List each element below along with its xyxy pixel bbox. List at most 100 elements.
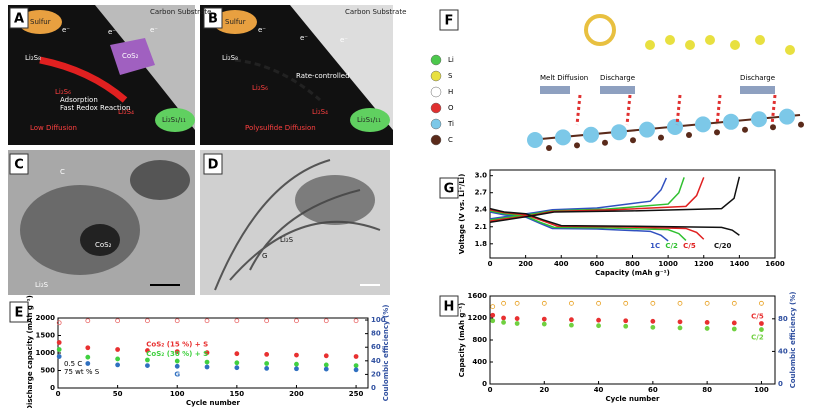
panel-label: B (208, 12, 218, 27)
x-axis-title: Cycle number (606, 395, 660, 403)
data-point (704, 300, 710, 306)
series-label: CoS₂ (30 %) + S (146, 350, 208, 358)
substrate-label: Carbon Substrate (345, 8, 406, 16)
c-atom (686, 132, 692, 138)
y2-tick-label: 0 (778, 380, 783, 388)
species-label: Li₂S₈ (222, 54, 238, 62)
data-point (541, 316, 547, 322)
data-point (731, 300, 737, 306)
y2-axis-title: Coulombic efficiency (%) (789, 292, 797, 389)
panel-label-box (439, 9, 459, 31)
micrograph-label: Li₂S (35, 281, 49, 289)
y-tick-label: 0 (50, 384, 55, 392)
x-tick-label: 80 (702, 386, 712, 394)
y-axis-title: Capacity (mAh g⁻¹) (458, 303, 466, 378)
s8-ring (584, 14, 616, 46)
plot-frame (57, 317, 369, 389)
y-tick-label: 1200 (468, 314, 488, 322)
y-tick-label: 2.1 (475, 223, 488, 231)
legend-label: S (448, 72, 453, 80)
data-point (759, 300, 764, 306)
panel-label: F (445, 14, 454, 29)
species-label: Li₂S₆ (252, 84, 268, 92)
panel-label-box (9, 301, 29, 323)
data-point (759, 321, 764, 326)
data-point (323, 318, 329, 324)
legend-atom (430, 70, 442, 82)
data-point (323, 366, 329, 372)
plot-frame (489, 295, 776, 385)
data-point (541, 321, 547, 327)
data-point (677, 319, 683, 325)
panel-label: D (208, 158, 219, 173)
data-point (115, 318, 121, 324)
data-point (490, 318, 496, 324)
y2-tick-label: 40 (778, 347, 788, 355)
s-atom (685, 40, 695, 50)
y-tick-label: 2.4 (475, 206, 488, 214)
electron-label: e⁻ (108, 28, 116, 36)
data-point (323, 353, 329, 359)
y-tick-label: 2000 (36, 314, 56, 322)
x-axis-title: Capacity (mAh g⁻¹) (595, 269, 670, 277)
annotation: 75 wt % S (64, 368, 100, 376)
c-atom (630, 137, 636, 144)
y-tick-label: 500 (40, 367, 55, 375)
species-label: Li₂S₈ (25, 54, 41, 62)
step-label: Discharge (740, 74, 775, 82)
y-tick-label: 1000 (36, 349, 56, 357)
data-point (294, 318, 299, 324)
data-line (489, 210, 687, 241)
y-tick-label: 1.8 (475, 240, 488, 248)
y2-tick-label: 0 (371, 384, 376, 392)
data-point (677, 325, 683, 331)
data-point (704, 319, 710, 325)
data-point (650, 318, 656, 324)
data-point (731, 320, 737, 326)
c-atom (714, 129, 720, 136)
legend-label: O (448, 104, 454, 112)
series-label: C/20 (714, 242, 732, 250)
note: Rate-controlled (296, 72, 350, 80)
species-label: Li₂S₄ (118, 108, 134, 116)
data-point (174, 349, 180, 355)
step-arrow (540, 86, 570, 94)
data-point (56, 347, 62, 352)
data-point (514, 300, 520, 306)
x-tick-label: 250 (349, 390, 364, 398)
c-atom (658, 134, 664, 141)
li-s-bond (625, 94, 632, 126)
series-label: C/2 (665, 242, 678, 250)
data-point (677, 300, 683, 306)
legend-atom (430, 102, 442, 114)
data-point (623, 300, 629, 306)
x-tick-label: 1400 (730, 260, 750, 268)
data-point (650, 324, 656, 330)
data-line (489, 207, 740, 236)
particle (20, 185, 140, 275)
sulfur-label: Sulfur (225, 18, 246, 26)
data-point (704, 326, 710, 331)
species-label: Li₂S₁/₁₁ (162, 116, 186, 124)
substrate-label: Carbon Substrate (150, 8, 211, 16)
species-label: Li₂S₁/₁₁ (357, 116, 381, 124)
data-point (115, 356, 121, 362)
x-tick-label: 150 (230, 390, 245, 398)
catalyst-label: CoS₂ (122, 52, 139, 60)
li-s-bond (715, 94, 722, 126)
arrow (39, 56, 128, 103)
data-point (234, 365, 240, 371)
data-point (294, 366, 299, 372)
data-point (490, 312, 496, 318)
y2-tick-label: 80 (371, 330, 381, 338)
data-line (489, 209, 705, 240)
ti-atom (723, 113, 739, 130)
step-arrow (600, 86, 635, 94)
electron-label: e⁻ (150, 26, 158, 34)
data-point (353, 363, 359, 369)
ti-atom (611, 124, 627, 141)
data-point (569, 317, 574, 323)
micrograph-label: C (60, 168, 65, 176)
